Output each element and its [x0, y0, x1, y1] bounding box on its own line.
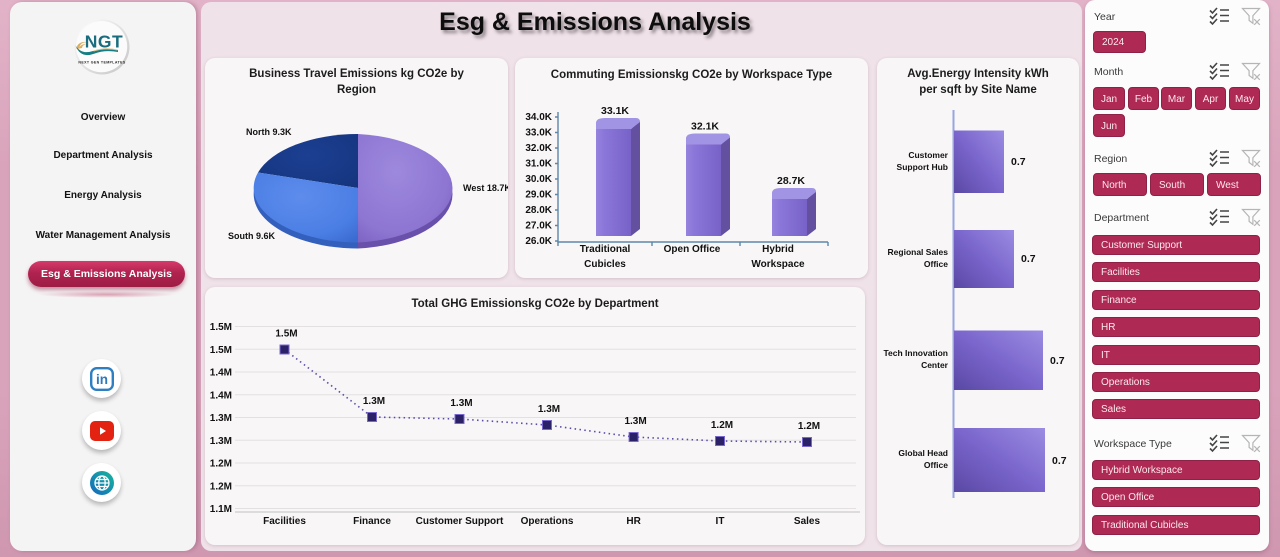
svg-text:Open Office: Open Office: [664, 244, 721, 255]
svg-text:1.3M: 1.3M: [363, 396, 385, 407]
svg-text:South 9.6K: South 9.6K: [228, 231, 276, 241]
svg-text:1.2M: 1.2M: [798, 421, 820, 432]
svg-text:1.3M: 1.3M: [450, 398, 472, 409]
svg-text:Office: Office: [924, 259, 948, 269]
svg-text:West 18.7K: West 18.7K: [463, 183, 508, 193]
svg-text:Sales: Sales: [794, 516, 821, 527]
svg-text:1.3M: 1.3M: [210, 413, 232, 424]
svg-text:33.0K: 33.0K: [525, 128, 552, 139]
svg-text:NGT: NGT: [85, 32, 123, 52]
svg-text:1.5M: 1.5M: [210, 322, 232, 333]
svg-text:Finance: Finance: [353, 516, 391, 527]
svg-text:1.1M: 1.1M: [210, 504, 232, 515]
svg-text:0.7: 0.7: [1050, 355, 1065, 367]
svg-text:Customer Support: Customer Support: [416, 516, 504, 527]
svg-text:Customer: Customer: [908, 150, 948, 160]
svg-text:Center: Center: [921, 360, 949, 370]
svg-text:27.0K: 27.0K: [525, 221, 552, 232]
svg-text:Facilities: Facilities: [263, 516, 306, 527]
svg-text:32.0K: 32.0K: [525, 143, 552, 154]
svg-text:0.7: 0.7: [1052, 455, 1067, 467]
svg-text:Regional Sales: Regional Sales: [888, 247, 949, 257]
svg-text:32.1K: 32.1K: [691, 121, 719, 133]
svg-text:IT: IT: [716, 516, 725, 527]
svg-text:Office: Office: [924, 460, 948, 470]
svg-text:1.3M: 1.3M: [624, 416, 646, 427]
svg-text:34.0K: 34.0K: [525, 112, 552, 123]
svg-text:Support Hub: Support Hub: [897, 162, 948, 172]
svg-text:in: in: [96, 372, 108, 387]
svg-text:Tech Innovation: Tech Innovation: [883, 348, 948, 358]
svg-text:1.4M: 1.4M: [210, 390, 232, 401]
svg-text:26.0K: 26.0K: [525, 236, 552, 247]
svg-text:North 9.3K: North 9.3K: [246, 127, 292, 137]
svg-text:Hybrid: Hybrid: [762, 244, 794, 255]
svg-text:31.0K: 31.0K: [525, 159, 552, 170]
svg-text:Workspace: Workspace: [751, 259, 805, 270]
svg-text:1.3M: 1.3M: [538, 404, 560, 415]
svg-text:0.7: 0.7: [1011, 156, 1026, 168]
svg-text:1.2M: 1.2M: [711, 420, 733, 431]
svg-text:1.2M: 1.2M: [210, 481, 232, 492]
svg-text:1.5M: 1.5M: [275, 329, 297, 340]
svg-text:1.5M: 1.5M: [210, 345, 232, 356]
svg-text:29.0K: 29.0K: [525, 190, 552, 201]
svg-text:30.0K: 30.0K: [525, 174, 552, 185]
svg-text:NEXT GEN TEMPLATES: NEXT GEN TEMPLATES: [78, 60, 125, 64]
svg-text:0.7: 0.7: [1021, 253, 1036, 265]
svg-text:33.1K: 33.1K: [601, 105, 629, 117]
svg-text:Global Head: Global Head: [898, 448, 948, 458]
svg-text:1.3M: 1.3M: [210, 436, 232, 447]
svg-text:1.2M: 1.2M: [210, 459, 232, 470]
svg-text:Operations: Operations: [521, 516, 574, 527]
svg-text:28.7K: 28.7K: [777, 175, 805, 187]
svg-text:Cubicles: Cubicles: [584, 259, 626, 270]
svg-text:1.4M: 1.4M: [210, 368, 232, 379]
svg-text:28.0K: 28.0K: [525, 205, 552, 216]
svg-text:HR: HR: [626, 516, 641, 527]
svg-text:Traditional: Traditional: [580, 244, 631, 255]
